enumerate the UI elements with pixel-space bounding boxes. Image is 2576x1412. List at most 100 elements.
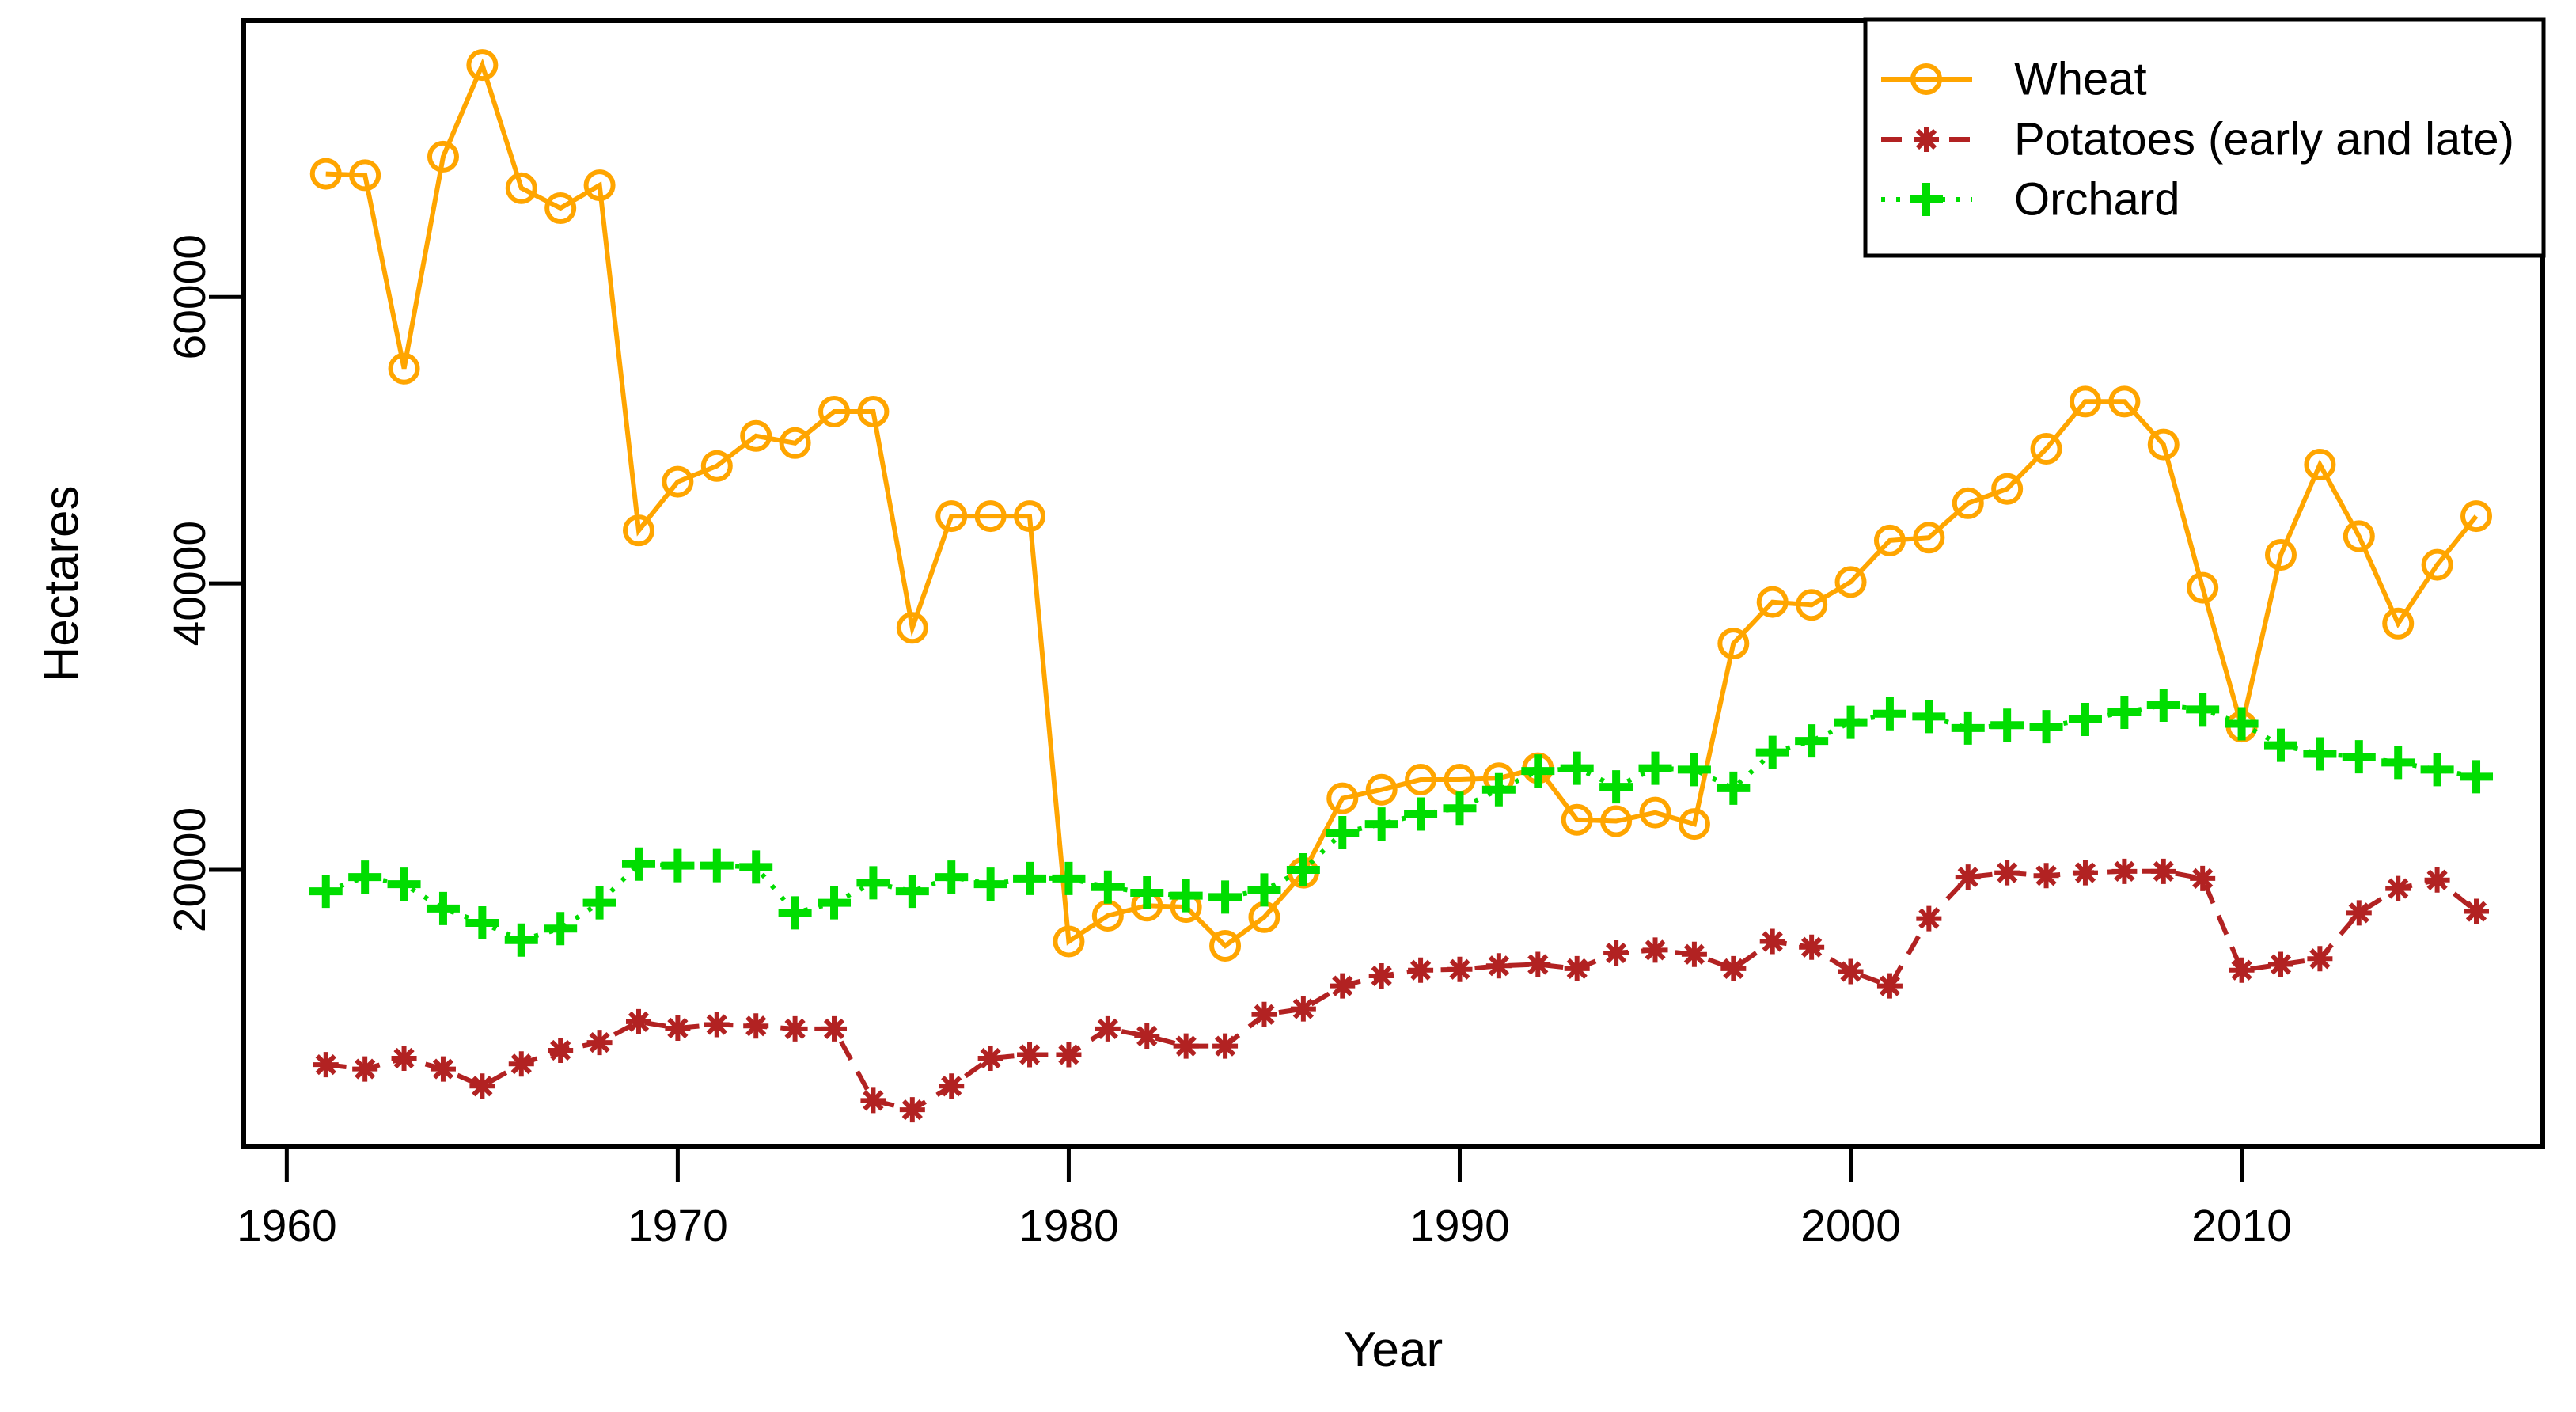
marker-circle — [1756, 586, 1789, 618]
marker-circle — [935, 500, 968, 533]
marker-circle — [1053, 925, 1085, 958]
marker-star — [1566, 958, 1588, 980]
marker-circle — [1561, 803, 1593, 836]
marker-star — [1332, 975, 1353, 996]
marker-circle — [1678, 808, 1710, 841]
marker-circle — [2343, 520, 2375, 552]
marker-star — [1683, 943, 1705, 965]
marker-circle — [1600, 805, 1633, 837]
marker-star — [1097, 1018, 1118, 1040]
marker-star — [1957, 866, 1978, 888]
marker-star — [1136, 1025, 1158, 1047]
marker-circle — [1796, 589, 1828, 621]
marker-circle — [1639, 796, 1671, 829]
marker-star — [1915, 128, 1937, 150]
marker-star — [1488, 955, 1510, 977]
y-axis: 20000 40000 60000 — [165, 234, 244, 932]
marker-circle — [1209, 929, 1242, 962]
marker-circle — [818, 395, 851, 427]
marker-circle — [505, 172, 537, 204]
marker-star — [2114, 860, 2135, 882]
marker-star — [1918, 908, 1940, 929]
marker-star — [863, 1090, 884, 1111]
marker-circle — [974, 500, 1007, 533]
marker-star — [2426, 869, 2448, 890]
x-tick-label: 1970 — [628, 1201, 728, 1251]
legend: Wheat Potatoes (early and late) Orchard — [1863, 17, 2546, 258]
marker-circle — [1717, 628, 1750, 660]
marker-circle — [309, 158, 342, 190]
marker-circle — [1913, 522, 1945, 554]
marker-star — [1175, 1035, 1197, 1057]
marker-star — [1527, 954, 1549, 975]
marker-circle — [1326, 782, 1359, 814]
series-line-orchard — [324, 702, 2477, 943]
marker-circle — [583, 169, 616, 202]
series-markers-potatoes-early-and-late — [313, 858, 2490, 1123]
x-axis-title: Year — [1344, 1323, 1443, 1377]
marker-star — [784, 1018, 806, 1040]
marker-circle — [1405, 764, 1437, 796]
marker-circle — [2460, 500, 2493, 533]
marker-star — [2035, 865, 2057, 886]
marker-circle — [1014, 500, 1046, 533]
marker-circle — [662, 465, 694, 498]
marker-star — [1801, 936, 1823, 958]
marker-star — [1371, 965, 1392, 987]
marker-star — [2348, 902, 2369, 924]
x-tick-label: 2010 — [2191, 1201, 2292, 1251]
marker-circle — [2304, 448, 2336, 480]
marker-circle — [740, 419, 772, 452]
y-tick-label: 20000 — [165, 807, 215, 933]
marker-circle — [388, 352, 420, 385]
marker-circle — [2187, 571, 2219, 604]
marker-circle — [2382, 607, 2415, 640]
marker-star — [706, 1014, 727, 1035]
marker-circle — [779, 427, 811, 459]
y-tick-label: 40000 — [165, 521, 215, 647]
marker-star — [1879, 975, 1901, 996]
marker-star — [1409, 959, 1432, 981]
marker-star — [1058, 1044, 1079, 1065]
legend-item-potatoes-early-and-late: Potatoes (early and late) — [1881, 114, 2514, 165]
marker-star — [1840, 961, 1861, 982]
marker-circle — [1365, 773, 1398, 806]
marker-star — [1605, 942, 1627, 964]
marker-star — [550, 1039, 571, 1061]
series-potatoes-early-and-late — [313, 858, 2490, 1123]
marker-circle — [2421, 548, 2453, 581]
marker-star — [1762, 931, 1783, 952]
marker-star — [1254, 1004, 1275, 1025]
marker-circle — [349, 159, 381, 192]
marker-star — [1292, 998, 1314, 1019]
series-orchard — [309, 688, 2494, 957]
marker-star — [980, 1047, 1001, 1069]
marker-circle — [700, 450, 733, 482]
marker-star — [432, 1058, 454, 1080]
x-tick-label: 1980 — [1019, 1201, 1119, 1251]
x-tick-label: 2000 — [1800, 1201, 1901, 1251]
marker-star — [2465, 901, 2487, 922]
marker-circle — [1991, 473, 2024, 505]
marker-star — [2153, 860, 2174, 882]
series-markers-orchard — [309, 688, 2494, 957]
x-tick-label: 1990 — [1409, 1201, 1510, 1251]
marker-star — [667, 1017, 689, 1039]
marker-star — [510, 1053, 532, 1075]
x-axis: 1960 1970 1980 1990 2000 2010 — [237, 1147, 2292, 1251]
legend-box — [1863, 17, 2546, 258]
marker-circle — [2108, 385, 2141, 418]
marker-circle — [896, 612, 928, 644]
marker-star — [472, 1076, 493, 1097]
marker-star — [355, 1058, 376, 1080]
marker-circle — [1910, 63, 1942, 95]
marker-circle — [2030, 433, 2062, 465]
marker-star — [2074, 862, 2096, 883]
marker-circle — [544, 192, 577, 225]
x-tick-label: 1960 — [237, 1201, 337, 1251]
marker-star — [2388, 878, 2409, 899]
legend-item-wheat: Wheat — [1881, 54, 2147, 105]
marker-circle — [1873, 524, 1906, 556]
marker-star — [901, 1099, 923, 1121]
